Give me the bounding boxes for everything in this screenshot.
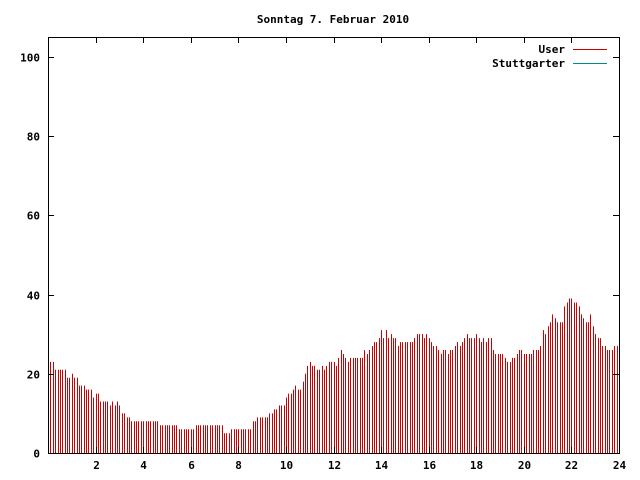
- y-axis-ticks: 0 20 40 60 80 100: [20, 52, 619, 461]
- x-tick-label-24: 24: [613, 459, 627, 472]
- x-tick-label-4: 4: [140, 459, 147, 472]
- x-tick-label-16: 16: [423, 459, 437, 472]
- x-tick-label-18: 18: [470, 459, 483, 472]
- chart-title: Sonntag 7. Februar 2010: [257, 13, 409, 26]
- x-axis-ticks: 2 4 6 8 10 12 14 16 18 20 22 24: [93, 37, 626, 472]
- x-tick-label-20: 20: [518, 459, 531, 472]
- x-tick-label-14: 14: [375, 459, 389, 472]
- legend-label-user: User: [539, 43, 566, 56]
- bars-group: [50, 298, 618, 453]
- x-tick-label-2: 2: [93, 459, 100, 472]
- y-tick-label-100: 100: [20, 52, 40, 65]
- x-tick-label-8: 8: [235, 459, 242, 472]
- y-tick-label-20: 20: [27, 369, 40, 382]
- x-tick-label-6: 6: [188, 459, 195, 472]
- y-tick-label-60: 60: [27, 210, 40, 223]
- y-tick-label-0: 0: [33, 448, 40, 461]
- y-tick-label-40: 40: [27, 290, 40, 303]
- legend-label-stuttgarter: Stuttgarter: [492, 57, 565, 70]
- x-tick-label-22: 22: [565, 459, 578, 472]
- x-tick-label-10: 10: [280, 459, 293, 472]
- x-tick-label-12: 12: [328, 459, 341, 472]
- y-tick-label-80: 80: [27, 131, 40, 144]
